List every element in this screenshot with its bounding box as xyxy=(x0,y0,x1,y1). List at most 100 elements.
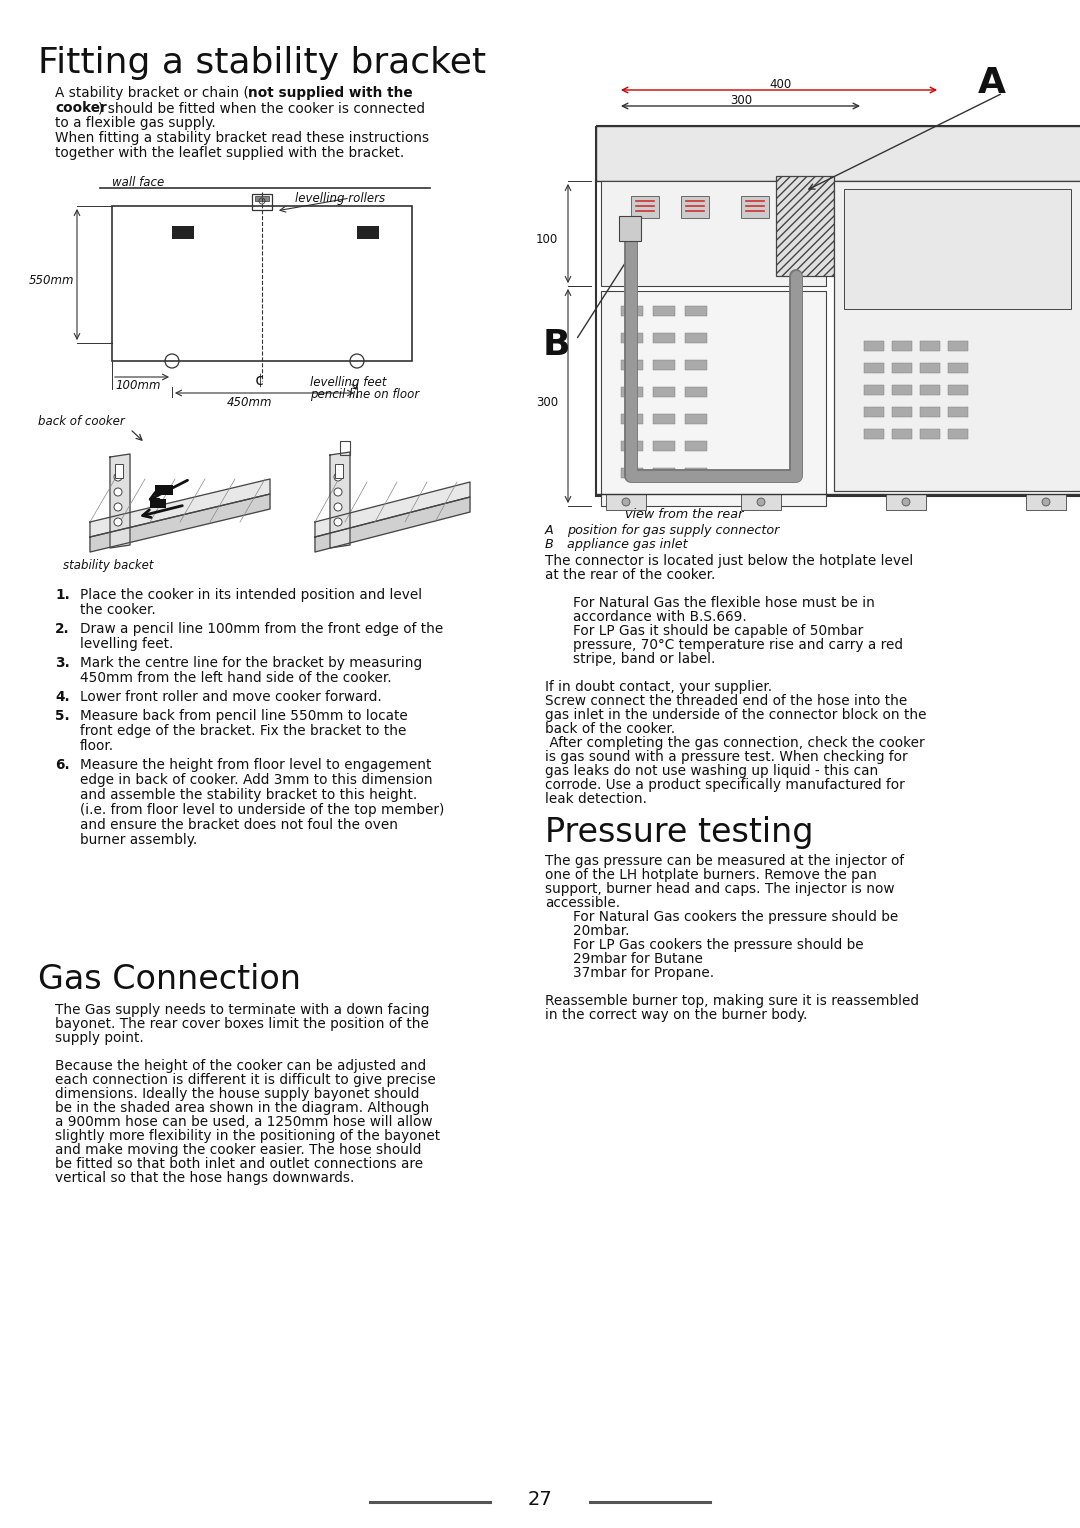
Text: position for gas supply connector: position for gas supply connector xyxy=(567,524,780,536)
Text: The Gas supply needs to terminate with a down facing: The Gas supply needs to terminate with a… xyxy=(55,1002,430,1018)
Text: 300: 300 xyxy=(730,95,752,107)
Bar xyxy=(864,429,885,439)
Text: accessible.: accessible. xyxy=(545,895,620,911)
Text: in the correct way on the burner body.: in the correct way on the burner body. xyxy=(545,1008,808,1022)
Bar xyxy=(741,196,769,219)
Bar xyxy=(948,406,968,417)
Text: For Natural Gas the flexible hose must be in: For Natural Gas the flexible hose must b… xyxy=(573,596,875,610)
Bar xyxy=(892,364,912,373)
Text: burner assembly.: burner assembly. xyxy=(80,833,198,847)
Bar xyxy=(600,180,826,286)
Bar xyxy=(596,125,1080,497)
Circle shape xyxy=(114,487,122,497)
Bar xyxy=(892,429,912,439)
Text: cooker: cooker xyxy=(55,101,107,115)
Bar xyxy=(621,333,643,342)
Bar xyxy=(685,306,707,316)
Bar xyxy=(600,290,826,506)
Text: levelling feet: levelling feet xyxy=(310,376,387,390)
Text: For LP Gas it should be capable of 50mbar: For LP Gas it should be capable of 50mba… xyxy=(573,623,863,639)
Text: dimensions. Ideally the house supply bayonet should: dimensions. Ideally the house supply bay… xyxy=(55,1086,419,1102)
Text: A: A xyxy=(978,66,1005,99)
Text: pencil line on floor: pencil line on floor xyxy=(310,388,419,400)
Bar xyxy=(653,468,675,478)
Bar xyxy=(621,442,643,451)
Bar xyxy=(357,226,379,238)
Circle shape xyxy=(334,474,342,481)
Text: For LP Gas cookers the pressure should be: For LP Gas cookers the pressure should b… xyxy=(573,938,864,952)
Bar xyxy=(653,414,675,423)
Bar xyxy=(948,385,968,396)
Bar xyxy=(843,189,1071,309)
Text: Measure the height from floor level to engagement: Measure the height from floor level to e… xyxy=(80,758,431,772)
Polygon shape xyxy=(330,452,350,549)
Bar xyxy=(920,364,940,373)
Bar xyxy=(653,387,675,397)
Text: support, burner head and caps. The injector is now: support, burner head and caps. The injec… xyxy=(545,882,894,895)
Text: After completing the gas connection, check the cooker: After completing the gas connection, che… xyxy=(545,736,924,750)
Text: gas inlet in the underside of the connector block on the: gas inlet in the underside of the connec… xyxy=(545,707,927,723)
Text: bayonet. The rear cover boxes limit the position of the: bayonet. The rear cover boxes limit the … xyxy=(55,1018,429,1031)
Text: (i.e. from floor level to underside of the top member): (i.e. from floor level to underside of t… xyxy=(80,804,444,817)
Text: pressure, 70°C temperature rise and carry a red: pressure, 70°C temperature rise and carr… xyxy=(573,639,903,652)
Bar xyxy=(621,414,643,423)
Circle shape xyxy=(114,503,122,510)
Bar xyxy=(621,306,643,316)
Circle shape xyxy=(902,498,910,506)
Text: the cooker.: the cooker. xyxy=(80,604,156,617)
Bar xyxy=(864,406,885,417)
Text: back of cooker: back of cooker xyxy=(38,416,125,428)
Text: at the rear of the cooker.: at the rear of the cooker. xyxy=(545,568,715,582)
Bar xyxy=(920,406,940,417)
Text: corrode. Use a product specifically manufactured for: corrode. Use a product specifically manu… xyxy=(545,778,905,792)
Text: B: B xyxy=(545,538,554,552)
Bar xyxy=(948,429,968,439)
Bar xyxy=(621,468,643,478)
Text: and ensure the bracket does not foul the oven: and ensure the bracket does not foul the… xyxy=(80,817,399,833)
Text: 2.: 2. xyxy=(55,622,69,636)
Text: A stability bracket or chain (: A stability bracket or chain ( xyxy=(55,86,248,99)
Bar xyxy=(653,306,675,316)
Bar xyxy=(892,385,912,396)
Bar xyxy=(741,494,781,510)
Bar xyxy=(864,341,885,351)
Text: one of the LH hotplate burners. Remove the pan: one of the LH hotplate burners. Remove t… xyxy=(545,868,877,882)
Bar xyxy=(948,364,968,373)
Text: 6.: 6. xyxy=(55,758,69,772)
Bar xyxy=(172,226,194,238)
Text: supply point.: supply point. xyxy=(55,1031,144,1045)
Bar xyxy=(631,196,659,219)
Text: leak detection.: leak detection. xyxy=(545,792,647,805)
Text: front edge of the bracket. Fix the bracket to the: front edge of the bracket. Fix the brack… xyxy=(80,724,406,738)
Text: 37mbar for Propane.: 37mbar for Propane. xyxy=(573,966,714,979)
Circle shape xyxy=(334,518,342,526)
Text: be in the shaded area shown in the diagram. Although: be in the shaded area shown in the diagr… xyxy=(55,1102,429,1115)
Text: ¢: ¢ xyxy=(255,373,265,388)
Circle shape xyxy=(114,474,122,481)
Bar xyxy=(834,180,1080,490)
Text: be fitted so that both inlet and outlet connections are: be fitted so that both inlet and outlet … xyxy=(55,1157,423,1170)
Bar xyxy=(920,341,940,351)
Polygon shape xyxy=(110,454,130,549)
Bar xyxy=(864,364,885,373)
Text: not supplied with the: not supplied with the xyxy=(248,86,413,99)
Text: The gas pressure can be measured at the injector of: The gas pressure can be measured at the … xyxy=(545,854,904,868)
Bar xyxy=(619,215,642,241)
Bar xyxy=(681,196,708,219)
Text: Pressure testing: Pressure testing xyxy=(545,816,813,850)
Text: The connector is located just below the hotplate level: The connector is located just below the … xyxy=(545,555,914,568)
Text: 450mm: 450mm xyxy=(227,396,272,410)
Text: a 900mm hose can be used, a 1250mm hose will allow: a 900mm hose can be used, a 1250mm hose … xyxy=(55,1115,432,1129)
Bar xyxy=(255,196,269,202)
Bar xyxy=(886,494,926,510)
Bar xyxy=(685,333,707,342)
Text: back of the cooker.: back of the cooker. xyxy=(545,723,675,736)
Text: together with the leaflet supplied with the bracket.: together with the leaflet supplied with … xyxy=(55,147,404,160)
Bar xyxy=(892,406,912,417)
Text: appliance gas inlet: appliance gas inlet xyxy=(567,538,688,552)
Bar xyxy=(114,465,123,478)
Bar xyxy=(685,387,707,397)
Text: 20mbar.: 20mbar. xyxy=(573,924,630,938)
Text: ) should be fitted when the cooker is connected: ) should be fitted when the cooker is co… xyxy=(98,101,426,115)
Bar xyxy=(920,429,940,439)
